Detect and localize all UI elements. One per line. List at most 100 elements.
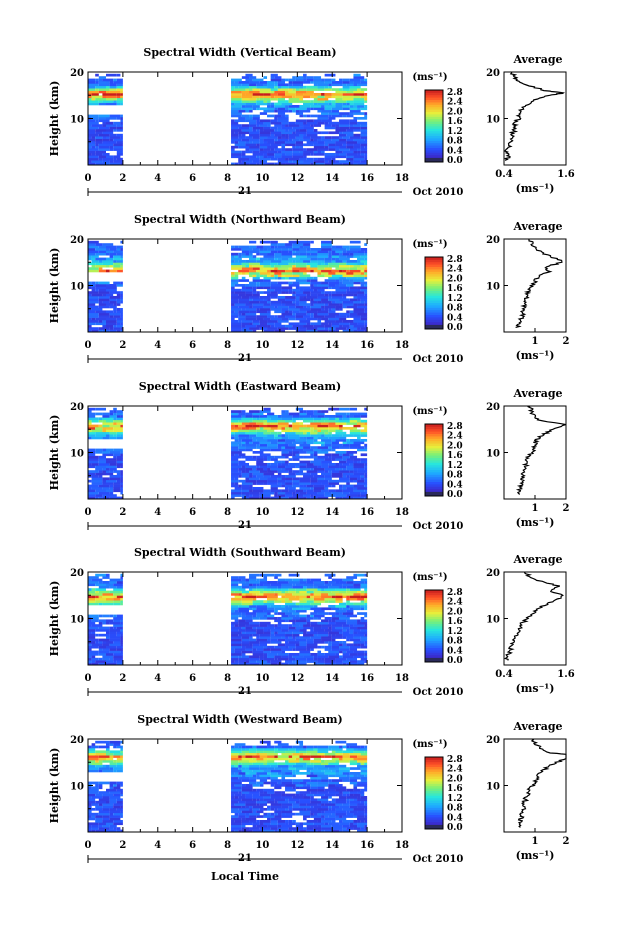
heatmap-cell <box>277 160 289 163</box>
heatmap-cell <box>306 470 318 473</box>
heatmap-cell <box>328 143 336 147</box>
heatmap-cell <box>249 624 260 627</box>
heatmap-cell <box>364 329 368 333</box>
heatmap-cell <box>95 750 106 754</box>
heatmap-cell <box>116 458 123 461</box>
heatmap-cell <box>295 303 300 306</box>
heatmap-cell <box>328 600 336 603</box>
heatmap-cell <box>231 786 242 790</box>
heatmap-cell <box>360 772 368 775</box>
heatmap-cell <box>98 281 110 285</box>
heatmap-cell <box>249 657 260 661</box>
heatmap-cell <box>317 138 322 142</box>
heatmap-cell <box>349 597 358 601</box>
heatmap-cell <box>263 248 268 251</box>
heatmap-cell <box>342 757 354 761</box>
heatmap-cell <box>88 248 96 251</box>
heatmap-cell <box>95 434 106 437</box>
heatmap-cell <box>88 431 96 435</box>
heatmap-cell <box>349 107 358 111</box>
heatmap-cell <box>277 762 286 766</box>
heatmap-cell <box>331 100 336 103</box>
colorbar-segment <box>425 138 443 141</box>
heatmap-cell <box>116 434 121 437</box>
heatmap-cell <box>292 269 300 273</box>
heatmap-cell <box>113 595 117 599</box>
heatmap-cell <box>349 148 358 151</box>
heatmap-cell <box>113 784 117 787</box>
heatmap-cell <box>328 791 340 794</box>
heatmap-cell <box>88 576 99 579</box>
heatmap-cell <box>317 288 325 292</box>
heatmap-cell <box>349 324 354 328</box>
heatmap-cell <box>335 619 347 623</box>
heatmap-cell <box>313 484 325 488</box>
heatmap-cell <box>306 784 311 787</box>
heatmap-cell <box>274 573 282 577</box>
heatmap-cell <box>339 145 347 149</box>
heatmap-cell <box>360 284 365 287</box>
heatmap-cell <box>339 484 343 488</box>
heatmap-cell <box>241 764 250 768</box>
heatmap-cell <box>335 422 347 425</box>
heatmap-cell <box>310 479 318 483</box>
heatmap-cell <box>113 793 121 797</box>
heatmap-cell <box>259 145 268 149</box>
heatmap-cell <box>288 755 293 758</box>
x-tick-label: 14 <box>325 340 339 351</box>
heatmap-cell <box>328 117 336 120</box>
heatmap-cell <box>256 607 268 611</box>
heatmap-cell <box>295 431 304 435</box>
heatmap-cell <box>259 593 264 596</box>
heatmap-cell <box>231 796 235 799</box>
heatmap-cell <box>249 590 260 594</box>
heatmap-cell <box>357 329 365 333</box>
heatmap-cell <box>281 650 286 654</box>
heatmap-cell <box>285 597 289 601</box>
heatmap-cell <box>306 78 314 82</box>
heatmap-cell <box>331 458 336 461</box>
heatmap-cell <box>238 762 242 766</box>
heatmap-cell <box>306 595 311 599</box>
heatmap-cell <box>116 660 123 663</box>
heatmap-cell <box>357 829 368 833</box>
heatmap-cell <box>306 410 314 413</box>
heatmap-cell <box>346 621 358 625</box>
heatmap-cell <box>303 124 311 127</box>
heatmap-cell <box>106 155 114 159</box>
heatmap-cell <box>116 284 123 287</box>
heatmap-cell <box>241 250 250 254</box>
heatmap-cell <box>249 284 257 287</box>
heatmap-cell <box>231 653 242 656</box>
heatmap-cell <box>88 660 92 663</box>
heatmap-cell <box>281 614 289 618</box>
heatmap-cell <box>113 129 117 132</box>
heatmap-cell <box>263 436 275 440</box>
heatmap-cell <box>91 317 96 321</box>
colorbar-segment <box>425 766 443 770</box>
heatmap-cell <box>245 752 257 756</box>
heatmap-cell <box>109 791 121 794</box>
heatmap-cell <box>313 458 325 461</box>
heatmap-cell <box>292 448 304 452</box>
heatmap-cell <box>113 315 121 318</box>
heatmap-cell <box>357 117 368 120</box>
heatmap-cell <box>88 81 96 84</box>
heatmap-cell <box>285 641 289 644</box>
heatmap-cell <box>116 662 123 666</box>
x-tick-label: 16 <box>360 173 374 184</box>
heatmap-cell <box>295 141 304 144</box>
heatmap-cell <box>234 85 239 89</box>
heatmap-cell <box>259 657 264 661</box>
heatmap-cell <box>306 329 318 333</box>
heatmap-cell <box>303 291 311 294</box>
heatmap-cell <box>231 752 239 756</box>
heatmap-cell <box>292 95 296 99</box>
heatmap-cell <box>364 252 368 256</box>
heatmap-cell <box>88 463 92 466</box>
heatmap-cell <box>331 138 340 142</box>
heatmap-cell <box>88 460 99 464</box>
heatmap-cell <box>349 588 361 591</box>
heatmap-cell <box>120 102 123 106</box>
heatmap-cell <box>120 641 123 644</box>
